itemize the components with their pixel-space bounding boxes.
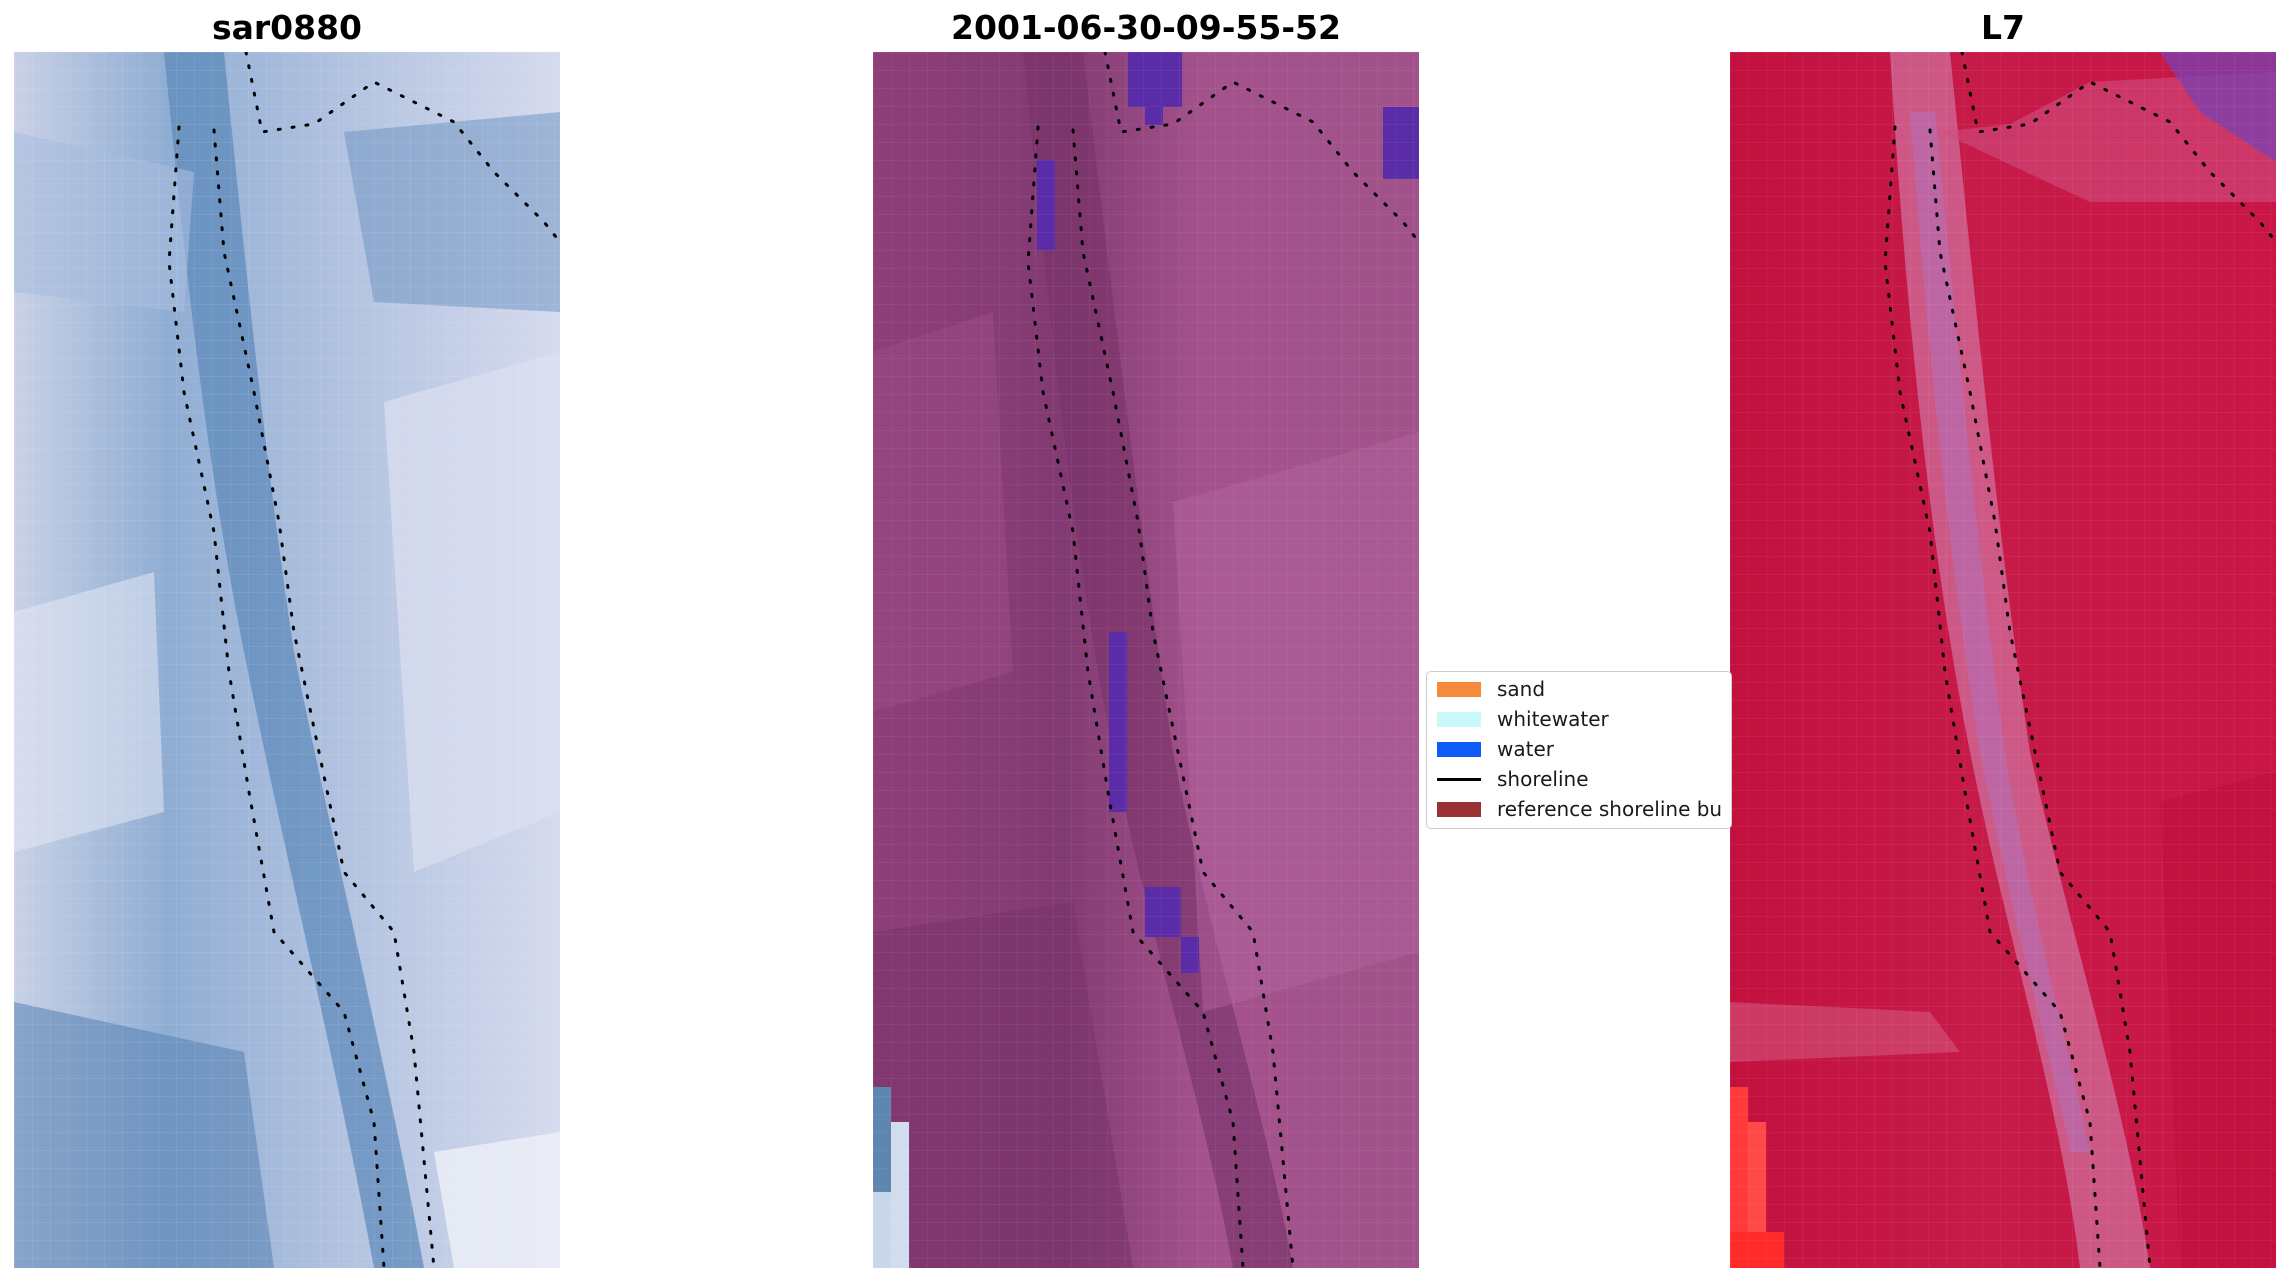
image-panel-left	[14, 52, 560, 1268]
legend-label-reference-shoreline-buffer: reference shoreline bu	[1497, 797, 1723, 821]
legend-label-whitewater: whitewater	[1497, 707, 1609, 731]
image-panel-right	[1730, 52, 2276, 1268]
legend-line-shoreline	[1437, 772, 1481, 787]
legend-swatch-water	[1437, 741, 1481, 757]
satellite-image-middle	[873, 52, 1419, 1268]
legend-item-sand: sand	[1437, 674, 1545, 704]
panel-title-left: sar0880	[211, 8, 363, 47]
panel-title-middle: 2001-06-30-09-55-52	[951, 8, 1341, 47]
legend: sand whitewater water shoreline referenc…	[1426, 671, 1732, 829]
legend-swatch-whitewater	[1437, 711, 1481, 727]
legend-label-shoreline: shoreline	[1497, 767, 1589, 791]
panel-title-right: L7	[1981, 8, 2025, 47]
legend-swatch-reference-shoreline-buffer	[1437, 801, 1481, 817]
legend-label-sand: sand	[1497, 677, 1546, 701]
satellite-image-left	[14, 52, 560, 1268]
legend-item-water: water	[1437, 734, 1554, 764]
image-panel-middle	[873, 52, 1419, 1268]
legend-item-shoreline: shoreline	[1437, 764, 1589, 794]
legend-item-reference-shoreline-buffer: reference shoreline bu	[1437, 794, 1722, 824]
legend-swatch-sand	[1437, 681, 1481, 697]
legend-label-water: water	[1497, 737, 1554, 761]
satellite-image-right	[1730, 52, 2276, 1268]
legend-item-whitewater: whitewater	[1437, 704, 1609, 734]
